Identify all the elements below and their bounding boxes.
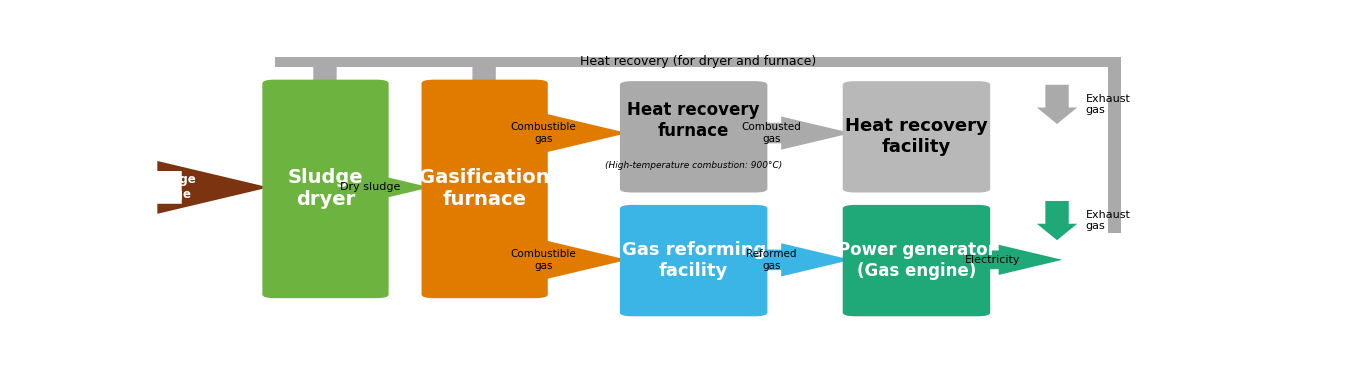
Text: Dry sludge: Dry sludge	[340, 182, 400, 192]
Text: Gas reforming
facility: Gas reforming facility	[622, 241, 765, 280]
Text: Combusted
gas: Combusted gas	[742, 122, 801, 144]
Text: Sewage
sludge: Sewage sludge	[144, 173, 196, 201]
Text: Heat recovery (for dryer and furnace): Heat recovery (for dryer and furnace)	[580, 55, 816, 68]
Text: Exhaust
gas: Exhaust gas	[1086, 94, 1131, 115]
Polygon shape	[305, 67, 345, 106]
Text: Gasification
furnace: Gasification furnace	[419, 169, 550, 209]
Bar	[1108, 57, 1121, 233]
Text: Heat recovery
facility: Heat recovery facility	[845, 118, 988, 156]
FancyBboxPatch shape	[263, 80, 389, 298]
Polygon shape	[357, 170, 430, 205]
FancyBboxPatch shape	[620, 81, 768, 192]
Polygon shape	[763, 243, 852, 276]
Text: Combustible
gas: Combustible gas	[511, 249, 576, 270]
FancyBboxPatch shape	[620, 205, 768, 316]
Text: Electricity: Electricity	[965, 255, 1020, 265]
FancyBboxPatch shape	[843, 205, 990, 316]
FancyBboxPatch shape	[422, 80, 548, 298]
FancyBboxPatch shape	[843, 81, 990, 192]
Text: Heat recovery
furnace: Heat recovery furnace	[627, 101, 760, 140]
Bar	[275, 57, 1121, 67]
Polygon shape	[1036, 201, 1077, 240]
Text: Exhaust
gas: Exhaust gas	[1086, 210, 1131, 231]
Polygon shape	[157, 161, 268, 214]
Polygon shape	[763, 116, 852, 150]
Polygon shape	[986, 245, 1062, 275]
Polygon shape	[464, 67, 504, 106]
Polygon shape	[1036, 85, 1077, 124]
Text: Sludge
dryer: Sludge dryer	[287, 169, 363, 209]
Text: Combustible
gas: Combustible gas	[511, 122, 576, 144]
Text: (High-temperature combustion: 900°C): (High-temperature combustion: 900°C)	[605, 161, 782, 170]
Text: Reformed
gas: Reformed gas	[746, 249, 797, 270]
Polygon shape	[542, 113, 627, 153]
Text: Power generator
(Gas engine): Power generator (Gas engine)	[838, 241, 995, 280]
Polygon shape	[542, 240, 627, 279]
